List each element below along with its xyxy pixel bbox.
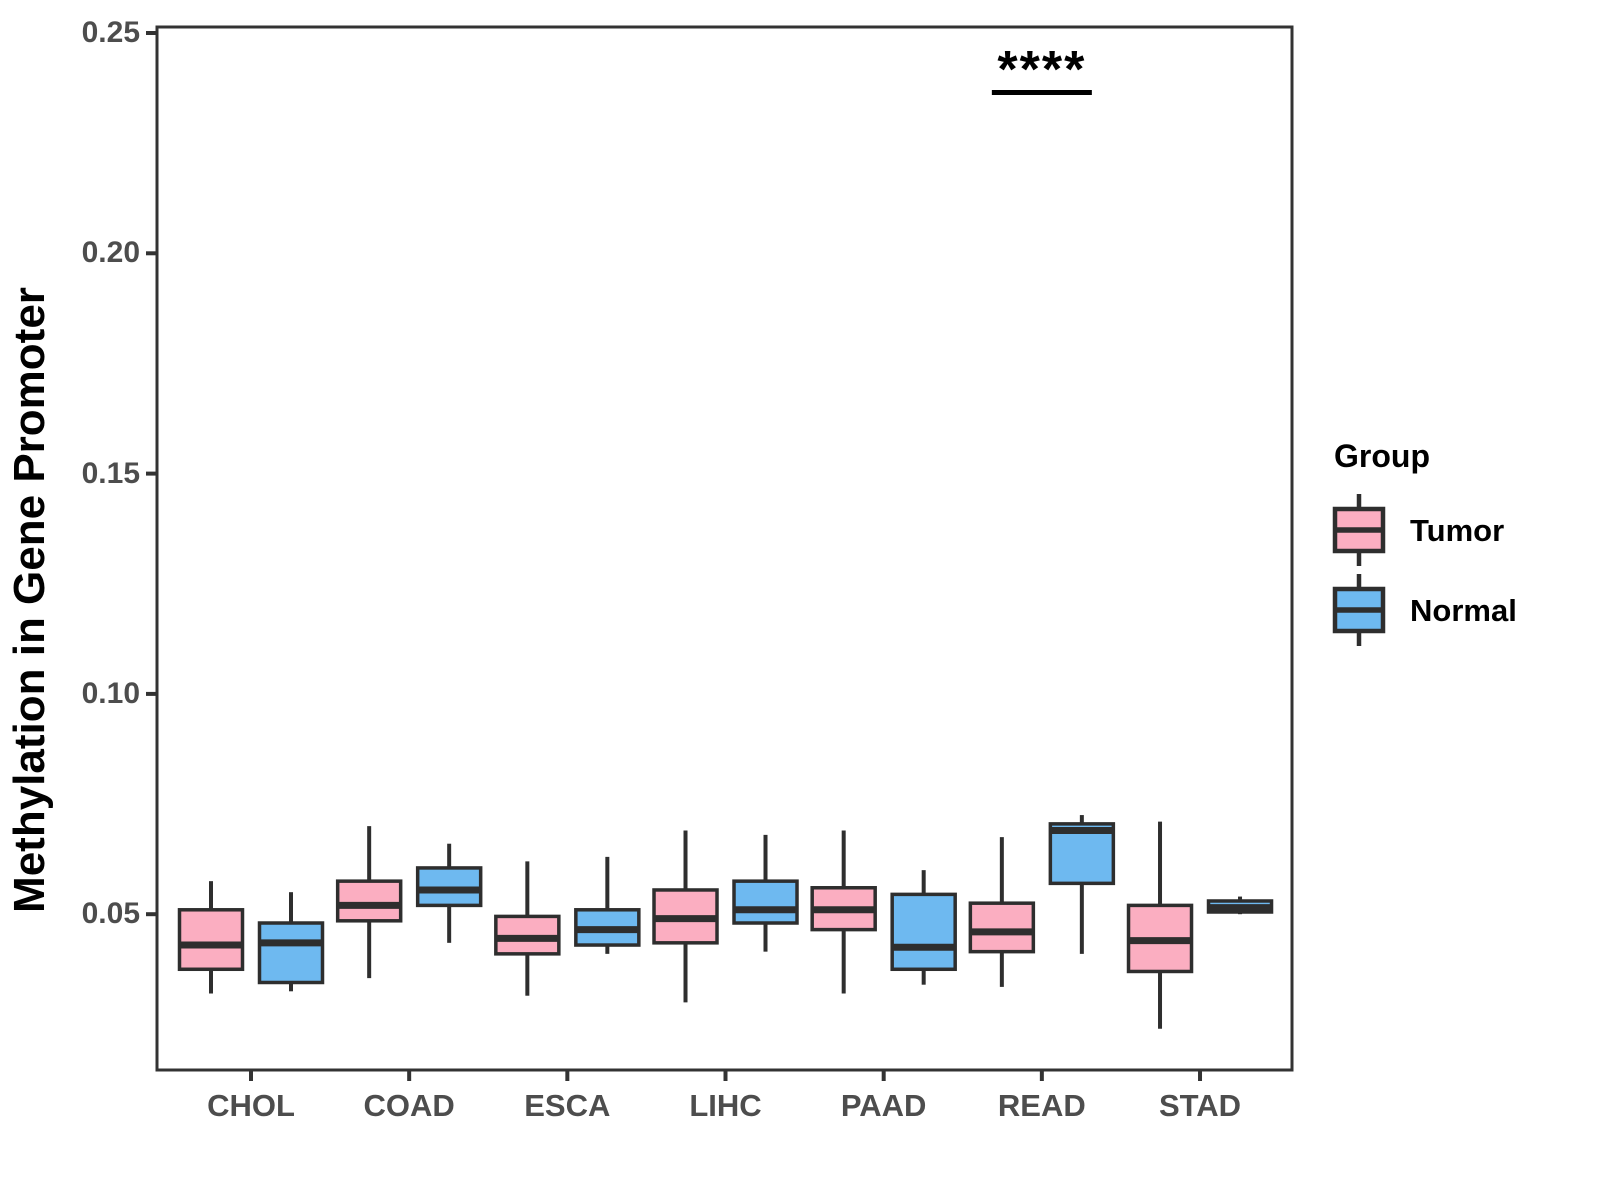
box-tumor-COAD — [335, 879, 403, 923]
x-tick-label-chol: CHOL — [207, 1088, 295, 1123]
legend-label-tumor: Tumor — [1410, 512, 1505, 548]
x-tick-label-lihc: LIHC — [689, 1088, 762, 1123]
y-tick-label: 0.05 — [81, 897, 140, 931]
legend-entry-tumor: Tumor — [1330, 493, 1517, 567]
box-normal-CHOL — [257, 921, 325, 985]
legend-boxplot-glyph-normal — [1332, 574, 1386, 646]
box-normal-PAAD — [890, 892, 957, 972]
y-tick-label: 0.25 — [81, 16, 140, 49]
x-tick-label-esca: ESCA — [524, 1088, 611, 1123]
legend-entry-normal: Normal — [1330, 573, 1517, 647]
legend-entries: Tumor Normal — [1330, 493, 1517, 647]
x-tick-label-paad: PAAD — [840, 1088, 927, 1123]
y-tick-label: 0.15 — [81, 456, 140, 490]
y-tick-label: 0.20 — [81, 236, 140, 270]
legend-title: Group — [1334, 438, 1430, 474]
box-normal-LIHC — [732, 879, 799, 925]
box-tumor-READ — [968, 901, 1036, 954]
panel-border — [155, 25, 1294, 1072]
significance-stars: **** — [997, 41, 1087, 99]
x-tick-label-stad: STAD — [1158, 1088, 1242, 1123]
box-tumor-CHOL — [177, 908, 245, 972]
legend-boxplot-glyph-tumor — [1332, 494, 1386, 566]
legend: Group Tumor Normal — [1330, 438, 1517, 653]
y-tick-label: 0.10 — [81, 676, 140, 710]
legend-label-normal: Normal — [1410, 592, 1517, 628]
x-tick-label-read: READ — [997, 1088, 1086, 1123]
x-tick-label-coad: COAD — [363, 1088, 455, 1123]
